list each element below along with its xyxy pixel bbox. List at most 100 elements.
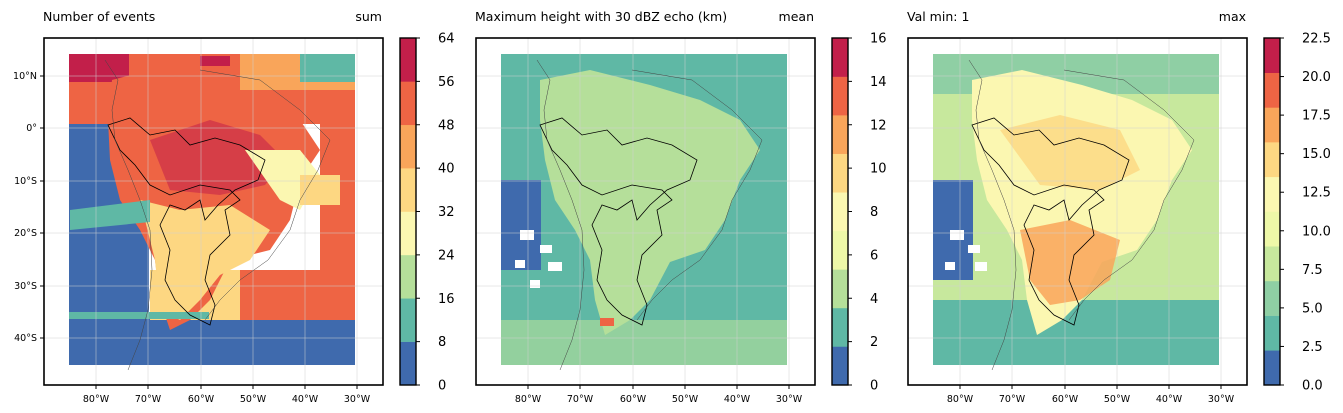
lon-tick-label: 40°W (292, 394, 319, 405)
colorbar-tick-label: 6 (870, 248, 878, 263)
axis-ticks (527, 385, 790, 389)
coastline (104, 59, 331, 371)
panel-max-height-mean: Maximum height with 30 dBZ echo (km) mea… (475, 9, 887, 405)
lon-tick-label: 70°W (567, 394, 594, 405)
colorbar-tick-label: 0 (438, 379, 446, 394)
colorbar-tick-label: 15.0 (1302, 147, 1331, 162)
colorbar-segment (400, 168, 416, 212)
map-frame (475, 37, 816, 386)
colorbar: 0.0 2.5 5.0 7.5 10.0 12.5 15.0 17.5 20.0 22.5 (1263, 32, 1331, 394)
colorbar-segment (832, 192, 848, 232)
panel-title-right: sum (355, 9, 382, 24)
colorbar-tick-label: 2 (870, 335, 878, 350)
colorbar-tick-label: 5.0 (1302, 301, 1323, 316)
lon-tick-label: 80°W (947, 394, 974, 405)
graticule (44, 38, 383, 385)
colorbar-tick-label: 24 (438, 248, 455, 263)
colorbar-segment (400, 124, 416, 169)
colorbar-tick-label: 48 (438, 118, 455, 133)
coastline (536, 59, 763, 371)
lon-tick-label: 40°W (1156, 394, 1183, 405)
heatmap-field (501, 54, 787, 365)
colorbar-tick-label: 22.5 (1302, 32, 1331, 47)
lat-tick-label: 10°S (14, 176, 37, 187)
lat-tick-label: 20°S (14, 228, 37, 239)
colorbar-segment (400, 341, 416, 386)
colorbar-segment (1264, 107, 1280, 143)
map-plot-area (908, 38, 1247, 385)
lon-tick-label: 40°W (724, 394, 751, 405)
panel-title-right: max (1219, 9, 1246, 24)
colorbar-segment (400, 254, 416, 299)
graticule (476, 38, 815, 385)
colorbar: 0 2 4 6 8 10 12 14 16 (831, 32, 887, 394)
colorbar-segment (1264, 176, 1280, 212)
lon-tick-label: 70°W (999, 394, 1026, 405)
colorbar-tick-label: 16 (438, 292, 455, 307)
basin-outline (539, 117, 698, 326)
colorbar-tick-label: 8 (438, 335, 446, 350)
lon-tick-label: 50°W (672, 394, 699, 405)
lat-tick-label: 40°S (14, 333, 37, 344)
colorbar-tick-label: 64 (438, 32, 455, 47)
colorbar-tick-label: 32 (438, 205, 455, 220)
colorbar-tick-label: 12 (870, 118, 887, 133)
lat-tick-labels: 10°N 0° 10°S 20°S 30°S 40°S (13, 71, 37, 344)
colorbar-segment (832, 307, 848, 347)
panel-title-right: mean (779, 9, 814, 24)
colorbar-segment (400, 298, 416, 342)
lon-tick-label: 50°W (240, 394, 267, 405)
colorbar-tick-label: 16 (870, 32, 887, 47)
colorbar-segment (1264, 211, 1280, 247)
colorbar-segment (1264, 280, 1280, 316)
colorbar-tick-label: 56 (438, 75, 455, 90)
lat-tick-label: 0° (26, 123, 37, 134)
colorbar-segment (832, 76, 848, 116)
lat-tick-label: 10°N (13, 71, 37, 82)
graticule (908, 38, 1247, 385)
colorbar-segment (400, 211, 416, 256)
colorbar-tick-label: 10.0 (1302, 224, 1331, 239)
colorbar-segment (1264, 246, 1280, 282)
lon-tick-label: 50°W (1104, 394, 1131, 405)
panel-title-left: Maximum height with 30 dBZ echo (km) (475, 9, 727, 24)
lon-tick-labels: 80°W 70°W 60°W 50°W 40°W 30°W (83, 394, 371, 405)
colorbar-tick-label: 2.5 (1302, 340, 1323, 355)
map-plot-area (44, 38, 383, 385)
lon-tick-label: 30°W (776, 394, 803, 405)
colorbar-tick-label: 0.0 (1302, 379, 1323, 394)
colorbar-segment (832, 230, 848, 270)
basin-outline (107, 117, 266, 326)
lon-tick-labels: 80°W 70°W 60°W 50°W 40°W 30°W (947, 394, 1235, 405)
map-plot-area (476, 38, 815, 385)
lon-tick-label: 60°W (620, 394, 647, 405)
colorbar-frame (1263, 37, 1281, 386)
basin-outline (971, 117, 1130, 326)
heatmap-field (933, 54, 1219, 365)
colorbar-tick-label: 7.5 (1302, 263, 1323, 278)
colorbar-tick-label: 20.0 (1302, 70, 1331, 85)
colorbar-segment (1264, 350, 1280, 386)
colorbar-segment (1264, 315, 1280, 351)
lon-tick-label: 60°W (1052, 394, 1079, 405)
lon-tick-label: 70°W (135, 394, 162, 405)
colorbar-tick-label: 40 (438, 162, 455, 177)
colorbar-segment (832, 115, 848, 154)
colorbar-segment (832, 153, 848, 193)
colorbar-tick-label: 0 (870, 379, 878, 394)
colorbar-tick-label: 8 (870, 205, 878, 220)
panel-title-left: Number of events (43, 9, 155, 24)
map-frame (43, 37, 384, 386)
colorbar-segment (832, 346, 848, 386)
panel-number-of-events: Number of events sum (13, 9, 455, 405)
colorbar-segment (1264, 38, 1280, 73)
lon-tick-label: 80°W (83, 394, 110, 405)
lon-tick-labels: 80°W 70°W 60°W 50°W 40°W 30°W (515, 394, 803, 405)
coastline (968, 59, 1195, 371)
colorbar: 0 8 16 24 32 40 48 56 64 (399, 32, 455, 394)
panel-title-left: Val min: 1 (907, 9, 969, 24)
lat-tick-label: 30°S (14, 281, 37, 292)
axis-ticks (959, 385, 1222, 389)
colorbar-segment (1264, 72, 1280, 108)
lon-tick-label: 30°W (344, 394, 371, 405)
